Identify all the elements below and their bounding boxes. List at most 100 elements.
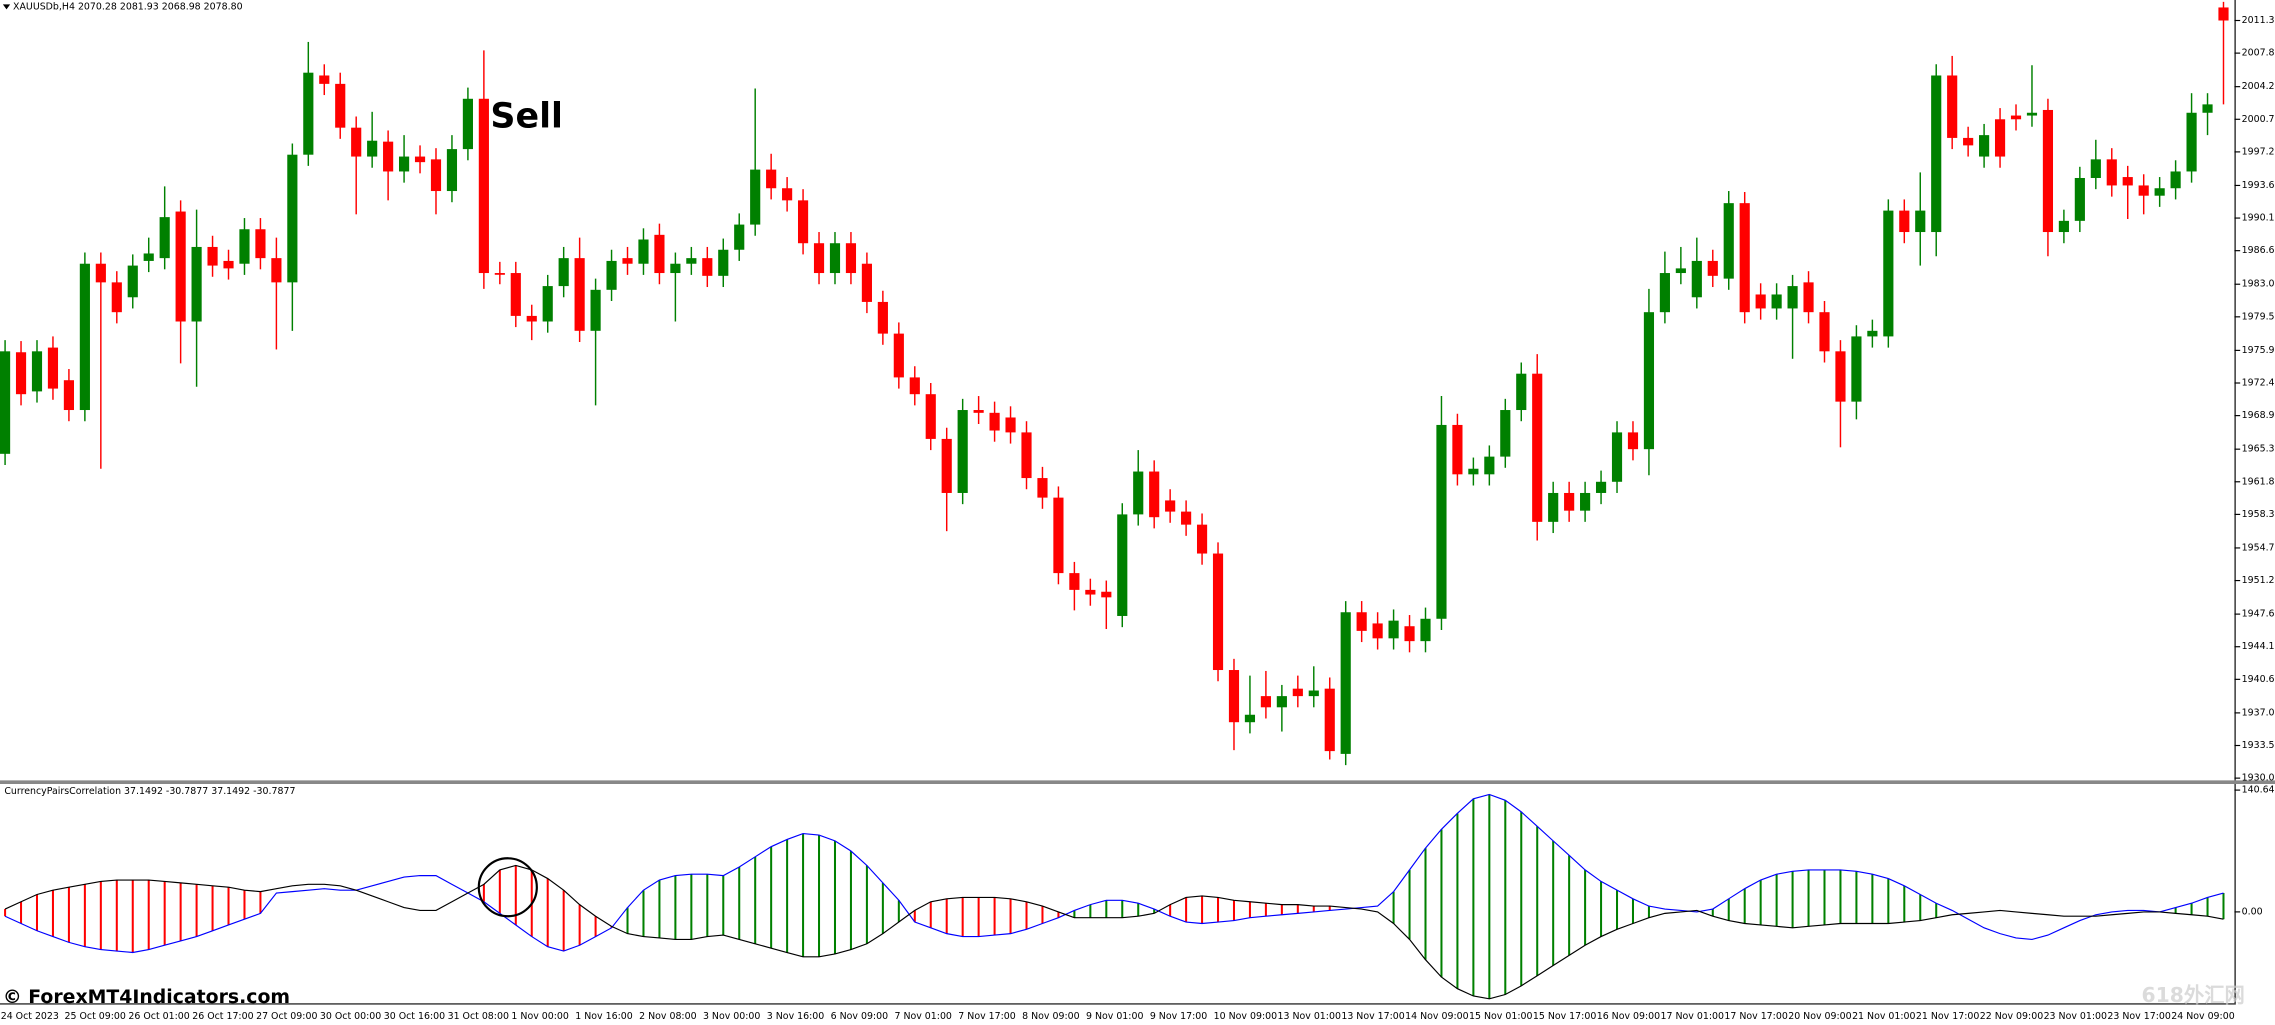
- candle-body: [2058, 220, 2069, 233]
- candle-body: [2170, 171, 2181, 189]
- candle-body: [2010, 115, 2022, 120]
- x-tick-label: 22 Nov 09:00: [1980, 1011, 2043, 1022]
- candle-body: [1101, 591, 1112, 598]
- candle-body: [1564, 492, 1575, 511]
- candle-body: [1404, 626, 1415, 642]
- candle-body: [1755, 294, 1766, 309]
- candle-body: [207, 246, 218, 266]
- x-tick-label: 24 Nov 09:00: [2171, 1011, 2234, 1022]
- candle-body: [1452, 424, 1463, 475]
- candle-body: [79, 263, 90, 411]
- candle-body: [143, 253, 154, 261]
- x-tick-label: 7 Nov 01:00: [894, 1011, 951, 1022]
- candle-body: [111, 282, 122, 313]
- candle-body: [1787, 286, 1798, 309]
- candle-body: [909, 377, 920, 395]
- y-tick-label: 1947.60: [2242, 609, 2275, 620]
- candle-body: [2186, 112, 2197, 172]
- x-tick-label: 13 Nov 17:00: [1341, 1011, 1404, 1022]
- candle-body: [510, 273, 521, 316]
- candle-body: [1548, 492, 1559, 522]
- symbol-menu-icon[interactable]: [2, 4, 11, 10]
- candle-body: [1005, 417, 1016, 433]
- candle-body: [1707, 260, 1718, 276]
- y-tick-label: 1993.60: [2242, 180, 2275, 191]
- candle-body: [1835, 351, 1846, 402]
- candle-body: [2122, 177, 2133, 186]
- x-tick-label: 30 Oct 00:00: [320, 1011, 381, 1022]
- candle-body: [1420, 618, 1431, 642]
- candle-body: [239, 229, 250, 264]
- candle-body: [2202, 104, 2213, 113]
- x-tick-label: 23 Nov 01:00: [2044, 1011, 2107, 1022]
- candle-body: [1149, 471, 1160, 518]
- candle-body: [287, 154, 298, 283]
- candle-body: [718, 249, 729, 276]
- candle-body: [2138, 185, 2149, 196]
- candle-body: [2042, 109, 2054, 233]
- indicator-line: [4, 864, 2224, 1000]
- candle-body: [1659, 273, 1670, 313]
- x-tick-label: 17 Nov 17:00: [1724, 1011, 1787, 1022]
- candle-body: [494, 273, 505, 275]
- x-tick-label: 31 Oct 08:00: [448, 1011, 509, 1022]
- candle-body: [367, 140, 378, 157]
- candle-body: [1181, 511, 1192, 525]
- x-tick-label: 9 Nov 17:00: [1150, 1011, 1207, 1022]
- y-tick-label: 1975.90: [2242, 345, 2275, 356]
- candle-body: [925, 394, 936, 439]
- candle-body: [430, 159, 442, 192]
- candle-body: [670, 263, 681, 274]
- chart-title: XAUUSDb,H4 2070.28 2081.93 2068.98 2078.…: [13, 2, 243, 13]
- candle-body: [1851, 336, 1862, 402]
- candle-body: [957, 410, 968, 493]
- candle-body: [734, 224, 745, 250]
- candle-body: [1436, 424, 1447, 619]
- candle-body: [223, 260, 234, 269]
- candle-body: [351, 127, 362, 157]
- candle-body: [1260, 696, 1271, 708]
- candle-body: [1500, 410, 1511, 457]
- y-tick-label: 0.00: [2242, 906, 2263, 917]
- x-tick-label: 26 Oct 17:00: [192, 1011, 253, 1022]
- candle-body: [1292, 688, 1303, 697]
- y-tick-label: 1944.10: [2242, 641, 2275, 652]
- x-tick-label: 8 Nov 09:00: [1022, 1011, 1079, 1022]
- candle-body: [845, 243, 857, 274]
- candle-body: [861, 263, 872, 302]
- x-tick-label: 15 Nov 17:00: [1533, 1011, 1596, 1022]
- indicator-panel: 140.643 0.00: [4, 785, 2275, 1000]
- y-tick-label: 1951.20: [2242, 575, 2275, 586]
- candle-body: [893, 333, 904, 378]
- candle-body: [606, 260, 617, 290]
- x-tick-label: 30 Oct 16:00: [384, 1011, 445, 1022]
- candle-body: [1947, 75, 1958, 138]
- x-tick-label: 16 Nov 09:00: [1597, 1011, 1660, 1022]
- y-tick-label: 2007.80: [2242, 48, 2275, 59]
- candle-body: [1867, 330, 1878, 337]
- candle-body: [255, 229, 266, 259]
- candle-body: [1915, 210, 1926, 233]
- x-tick-label: 27 Oct 09:00: [256, 1011, 317, 1022]
- y-tick-label: 140.643: [2242, 785, 2275, 796]
- candle-body: [1117, 514, 1128, 616]
- candle-body: [462, 98, 473, 150]
- y-tick-label: 1972.40: [2242, 378, 2275, 389]
- y-tick-label: 1937.00: [2242, 707, 2275, 718]
- y-tick-label: 1930.00: [2242, 773, 2275, 784]
- x-tick-label: 17 Nov 01:00: [1661, 1011, 1724, 1022]
- candle-body: [1276, 696, 1287, 708]
- candle-body: [1308, 690, 1319, 697]
- candle-body: [574, 258, 585, 331]
- candle-body: [638, 239, 649, 264]
- candle-body: [1069, 573, 1080, 590]
- candle-body: [1340, 612, 1351, 754]
- candle-body: [95, 263, 106, 283]
- candle-body: [2074, 177, 2085, 221]
- candle-body: [1627, 432, 1639, 450]
- candle-body: [63, 380, 74, 411]
- candle-body: [1899, 210, 1910, 233]
- candle-body: [1165, 500, 1176, 512]
- candle-body: [782, 188, 793, 201]
